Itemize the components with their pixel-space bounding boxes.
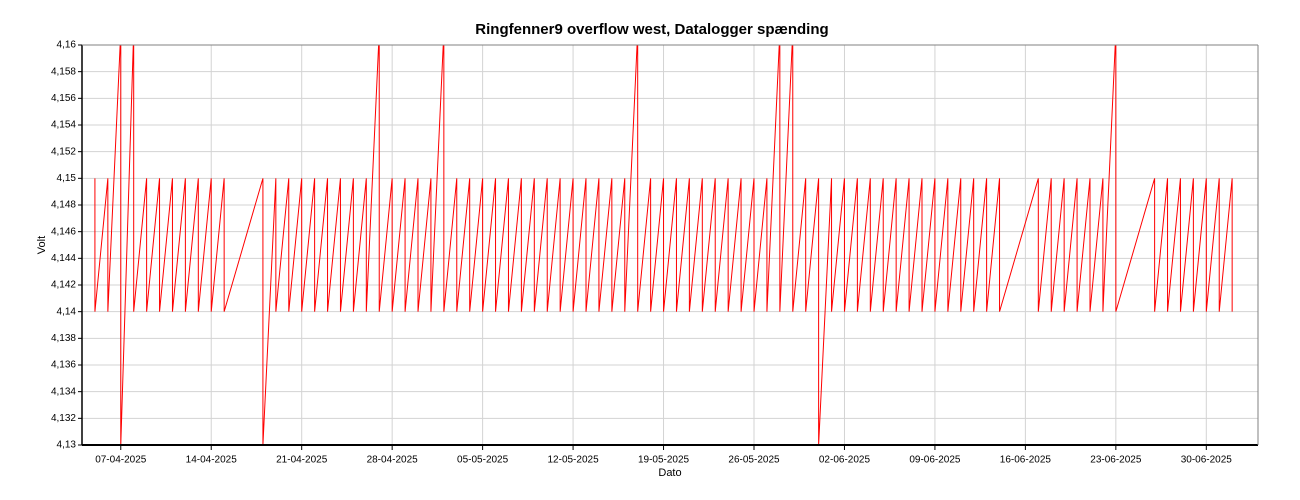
- x-tick-label: 05-05-2025: [457, 455, 509, 466]
- y-tick-label: 4,154: [51, 120, 76, 131]
- x-tick-label: 14-04-2025: [186, 455, 238, 466]
- x-tick-label: 19-05-2025: [638, 455, 690, 466]
- y-tick-label: 4,13: [57, 440, 77, 451]
- y-tick-label: 4,134: [51, 386, 76, 397]
- y-tick-label: 4,148: [51, 200, 76, 211]
- data-line: [94, 45, 1233, 445]
- x-tick-label: 07-04-2025: [95, 455, 147, 466]
- x-tick-label: 26-05-2025: [728, 455, 780, 466]
- x-tick-label: 21-04-2025: [276, 455, 328, 466]
- y-axis-label: Volt: [36, 236, 48, 254]
- y-tick-label: 4,144: [51, 253, 76, 264]
- x-tick-label: 12-05-2025: [547, 455, 599, 466]
- y-tick-label: 4,15: [57, 173, 77, 184]
- x-tick-label: 30-06-2025: [1181, 455, 1233, 466]
- y-tick-label: 4,158: [51, 66, 76, 77]
- y-tick-label: 4,156: [51, 93, 76, 104]
- x-tick-label: 28-04-2025: [367, 455, 419, 466]
- y-tick-label: 4,132: [51, 413, 76, 424]
- chart-title: Ringfenner9 overflow west, Datalogger sp…: [475, 21, 828, 38]
- x-axis-label: Dato: [658, 467, 681, 479]
- x-tick-label: 09-06-2025: [909, 455, 961, 466]
- y-tick-label: 4,138: [51, 333, 76, 344]
- x-tick-label: 16-06-2025: [1000, 455, 1052, 466]
- y-tick-label: 4,14: [57, 306, 77, 317]
- y-tick-label: 4,146: [51, 226, 76, 237]
- x-tick-label: 02-06-2025: [819, 455, 871, 466]
- x-tick-label: 23-06-2025: [1090, 455, 1142, 466]
- y-tick-label: 4,16: [57, 40, 77, 51]
- y-tick-label: 4,152: [51, 146, 76, 157]
- y-tick-label: 4,142: [51, 280, 76, 291]
- y-tick-label: 4,136: [51, 360, 76, 371]
